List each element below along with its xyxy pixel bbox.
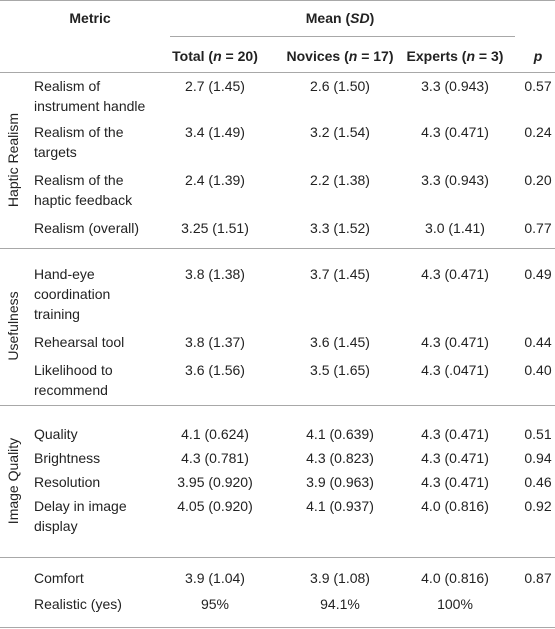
metric-label: Realism of the targets [34, 124, 124, 160]
rule [0, 405, 555, 406]
cell: 4.3 (0.823) [306, 450, 374, 466]
metric-label: Comfort [34, 570, 84, 586]
cell: 3.3 (0.943) [421, 78, 489, 94]
cell: 3.95 (0.920) [177, 474, 253, 490]
header-text: Total ( [172, 48, 214, 64]
header-column: Novices (n = 17) [286, 46, 393, 66]
metric-label: Brightness [34, 450, 101, 466]
cell: 4.1 (0.624) [181, 426, 249, 442]
metric-label: Delay in image display [34, 498, 127, 534]
cell: 94.1% [320, 596, 360, 612]
cell: 4.3 (.0471) [421, 362, 489, 378]
metric-label: Quality [34, 426, 78, 442]
header-text: = 3) [475, 48, 504, 64]
cell: 0.44 [524, 334, 552, 350]
cell: 100% [437, 596, 473, 612]
cell: 3.6 (1.45) [310, 334, 370, 350]
cell: 4.05 (0.920) [177, 498, 253, 514]
cell: 4.1 (0.937) [306, 498, 374, 514]
cell: 0.87 [524, 570, 552, 586]
cell: 4.1 (0.639) [306, 426, 374, 442]
rule [0, 627, 555, 628]
cell: 3.4 (1.49) [185, 124, 245, 140]
cell: 3.6 (1.56) [185, 362, 245, 378]
cell: 4.3 (0.471) [421, 426, 489, 442]
cell: 3.8 (1.38) [185, 266, 245, 282]
cell: 3.3 (1.52) [310, 220, 370, 236]
cell: 0.40 [524, 362, 552, 378]
metric-label: Realism (overall) [34, 220, 140, 236]
metric-label: Rehearsal tool [34, 334, 125, 350]
header-mean: Mean (SD) [306, 8, 374, 28]
section-label: Haptic Realism [5, 112, 21, 208]
header-text: = 20) [221, 48, 258, 64]
header-text: = 17) [357, 48, 394, 64]
header-text: SD [350, 10, 370, 26]
cell: 3.9 (0.963) [306, 474, 374, 490]
header-column: Experts (n = 3) [407, 46, 504, 66]
rule [0, 248, 555, 249]
cell: 0.46 [524, 474, 552, 490]
section-label: Image Quality [5, 437, 21, 525]
cell: 4.3 (0.781) [181, 450, 249, 466]
header-metric: Metric [69, 10, 111, 26]
cell: 4.3 (0.471) [421, 474, 489, 490]
cell: 0.51 [524, 426, 552, 442]
metric-label: Realistic (yes) [34, 596, 122, 612]
metric-label: Resolution [34, 474, 101, 490]
cell: 0.24 [524, 124, 552, 140]
rule [170, 36, 515, 37]
cell: 0.94 [524, 450, 552, 466]
rule [0, 557, 555, 558]
header-p: p [533, 48, 543, 64]
metric-label: Realism of instrument handle [34, 78, 146, 114]
header-text: n [213, 48, 222, 64]
cell: 4.3 (0.471) [421, 124, 489, 140]
metric-label: Hand-eye coordination training [34, 266, 111, 322]
cell: 4.3 (0.471) [421, 450, 489, 466]
rule [0, 0, 555, 1]
header-text: Novices ( [286, 48, 349, 64]
cell: 3.3 (0.943) [421, 172, 489, 188]
header-text: n [466, 48, 476, 64]
cell: 3.8 (1.37) [185, 334, 245, 350]
cell: 0.57 [524, 78, 552, 94]
header-text: ) [369, 10, 375, 26]
cell: 3.0 (1.41) [425, 220, 485, 236]
cell: 2.4 (1.39) [185, 172, 245, 188]
cell: 3.5 (1.65) [310, 362, 370, 378]
cell: 3.7 (1.45) [310, 266, 370, 282]
rule [0, 72, 555, 73]
cell: 95% [200, 596, 230, 612]
metric-label: Realism of the haptic feedback [34, 172, 133, 208]
section-label: Usefulness [5, 291, 21, 361]
cell: 2.6 (1.50) [310, 78, 370, 94]
header-column: Total (n = 20) [172, 46, 258, 66]
cell: 3.9 (1.04) [185, 570, 245, 586]
cell: 2.2 (1.38) [310, 172, 370, 188]
cell: 0.20 [524, 172, 552, 188]
header-text: Experts ( [406, 48, 467, 64]
cell: 3.2 (1.54) [310, 124, 370, 140]
cell: 3.25 (1.51) [181, 220, 249, 236]
cell: 4.3 (0.471) [421, 266, 489, 282]
metric-label: Likelihood to recommend [34, 362, 113, 398]
header-text: Mean ( [305, 10, 351, 26]
cell: 4.0 (0.816) [421, 570, 489, 586]
cell: 0.49 [524, 266, 552, 282]
cell: 0.92 [524, 498, 552, 514]
cell: 0.77 [524, 220, 552, 236]
header-text: n [348, 48, 358, 64]
cell: 4.0 (0.816) [421, 498, 489, 514]
cell: 2.7 (1.45) [185, 78, 245, 94]
cell: 4.3 (0.471) [421, 334, 489, 350]
cell: 3.9 (1.08) [310, 570, 370, 586]
